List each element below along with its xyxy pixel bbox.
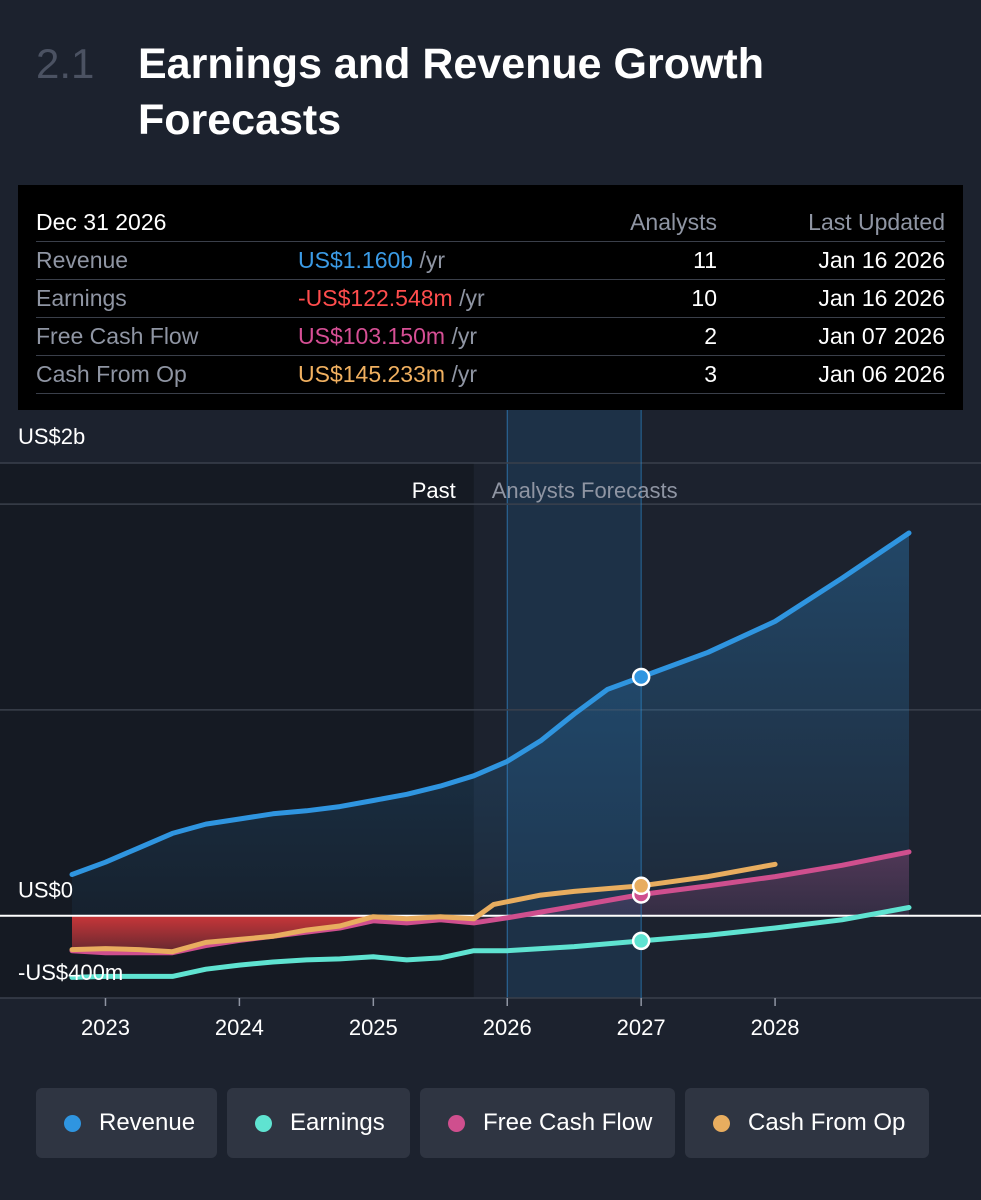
row-label: Free Cash Flow [36,323,199,349]
row-value-wrap: US$1.160b /yr [298,241,445,279]
legend-label: Free Cash Flow [483,1109,653,1136]
row-unit: /yr [451,361,477,387]
data-point-revenue [631,667,651,687]
row-analysts: 3 [704,361,717,387]
row-analysts: 10 [691,285,717,311]
y-label-bottom: -US$400m [18,960,123,985]
row-label: Cash From Op [36,361,187,387]
row-updated: Jan 16 2026 [818,285,945,311]
series-lines [69,530,912,980]
y-label-zero: US$0 [18,878,73,903]
series-line-earnings [69,905,912,980]
legend-dot-icon [64,1114,81,1132]
legend-dot-icon [713,1114,730,1132]
growth-chart[interactable]: Past Analysts Forecasts US$2b US$0 -US$4… [0,410,981,1060]
legend-item-revenue[interactable]: Revenue [36,1088,217,1158]
revenue-area [72,533,909,916]
tooltip-date: Dec 31 2026 [36,209,167,235]
tooltip-row-free-cash-flow: Free Cash Flow US$103.150m /yr 2 Jan 07 … [36,317,945,356]
section-number: 2.1 [36,40,95,87]
past-label: Past [412,478,456,503]
legend-item-earnings[interactable]: Earnings [227,1088,410,1158]
data-point-cash-from-op [631,876,651,896]
axis-labels: Past Analysts Forecasts US$2b US$0 -US$4… [18,424,678,985]
analysts-header: Analysts [630,209,717,235]
legend-item-free-cash-flow[interactable]: Free Cash Flow [420,1088,675,1158]
data-point-earnings [631,931,651,951]
row-label: Earnings [36,285,127,311]
row-value: US$145.233m [298,361,446,387]
last-updated-header: Last Updated [808,209,945,235]
x-tick-label: 2027 [617,1015,666,1040]
x-tick-label: 2028 [751,1015,800,1040]
tooltip-row-revenue: Revenue US$1.160b /yr 11 Jan 16 2026 [36,241,945,280]
row-unit: /yr [451,323,477,349]
page-title: Earnings and Revenue Growth Forecasts [138,40,764,144]
legend-label: Revenue [99,1109,196,1136]
x-tick-label: 2026 [483,1015,532,1040]
row-value-wrap: US$103.150m /yr [298,317,477,355]
forecast-label: Analysts Forecasts [492,478,678,503]
tooltip-header: Dec 31 2026 Analysts Last Updated [36,203,945,242]
series-markers [631,667,651,951]
legend-dot-icon [448,1114,465,1132]
row-value: US$103.150m [298,323,446,349]
row-value: US$1.160b [298,247,414,273]
row-updated: Jan 07 2026 [818,323,945,349]
row-unit: /yr [419,247,446,273]
row-analysts: 2 [704,323,717,349]
legend-dot-icon [255,1114,272,1132]
legend-label: Earnings [290,1109,385,1136]
tooltip-row-earnings: Earnings -US$122.548m /yr 10 Jan 16 2026 [36,279,945,318]
row-value-wrap: US$145.233m /yr [298,355,477,393]
chart-tooltip: Dec 31 2026 Analysts Last Updated Revenu… [18,185,963,410]
legend-item-cash-from-op[interactable]: Cash From Op [685,1088,929,1158]
row-analysts: 11 [693,247,717,273]
y-label-top: US$2b [18,424,85,449]
x-axis-ticks: 2023 2024 2025 2026 2027 2028 [81,998,800,1040]
x-tick-label: 2025 [349,1015,398,1040]
legend-label: Cash From Op [748,1109,906,1136]
row-value: -US$122.548m [298,285,453,311]
row-updated: Jan 06 2026 [818,361,945,387]
row-unit: /yr [459,285,485,311]
row-value-wrap: -US$122.548m /yr [298,279,485,317]
row-label: Revenue [36,247,129,273]
x-tick-label: 2023 [81,1015,130,1040]
x-tick-label: 2024 [215,1015,264,1040]
row-updated: Jan 16 2026 [818,247,945,273]
series-line-cash-from-op [69,861,778,955]
tooltip-row-cash-from-op: Cash From Op US$145.233m /yr 3 Jan 06 20… [36,355,945,394]
series-line-revenue [69,530,912,877]
